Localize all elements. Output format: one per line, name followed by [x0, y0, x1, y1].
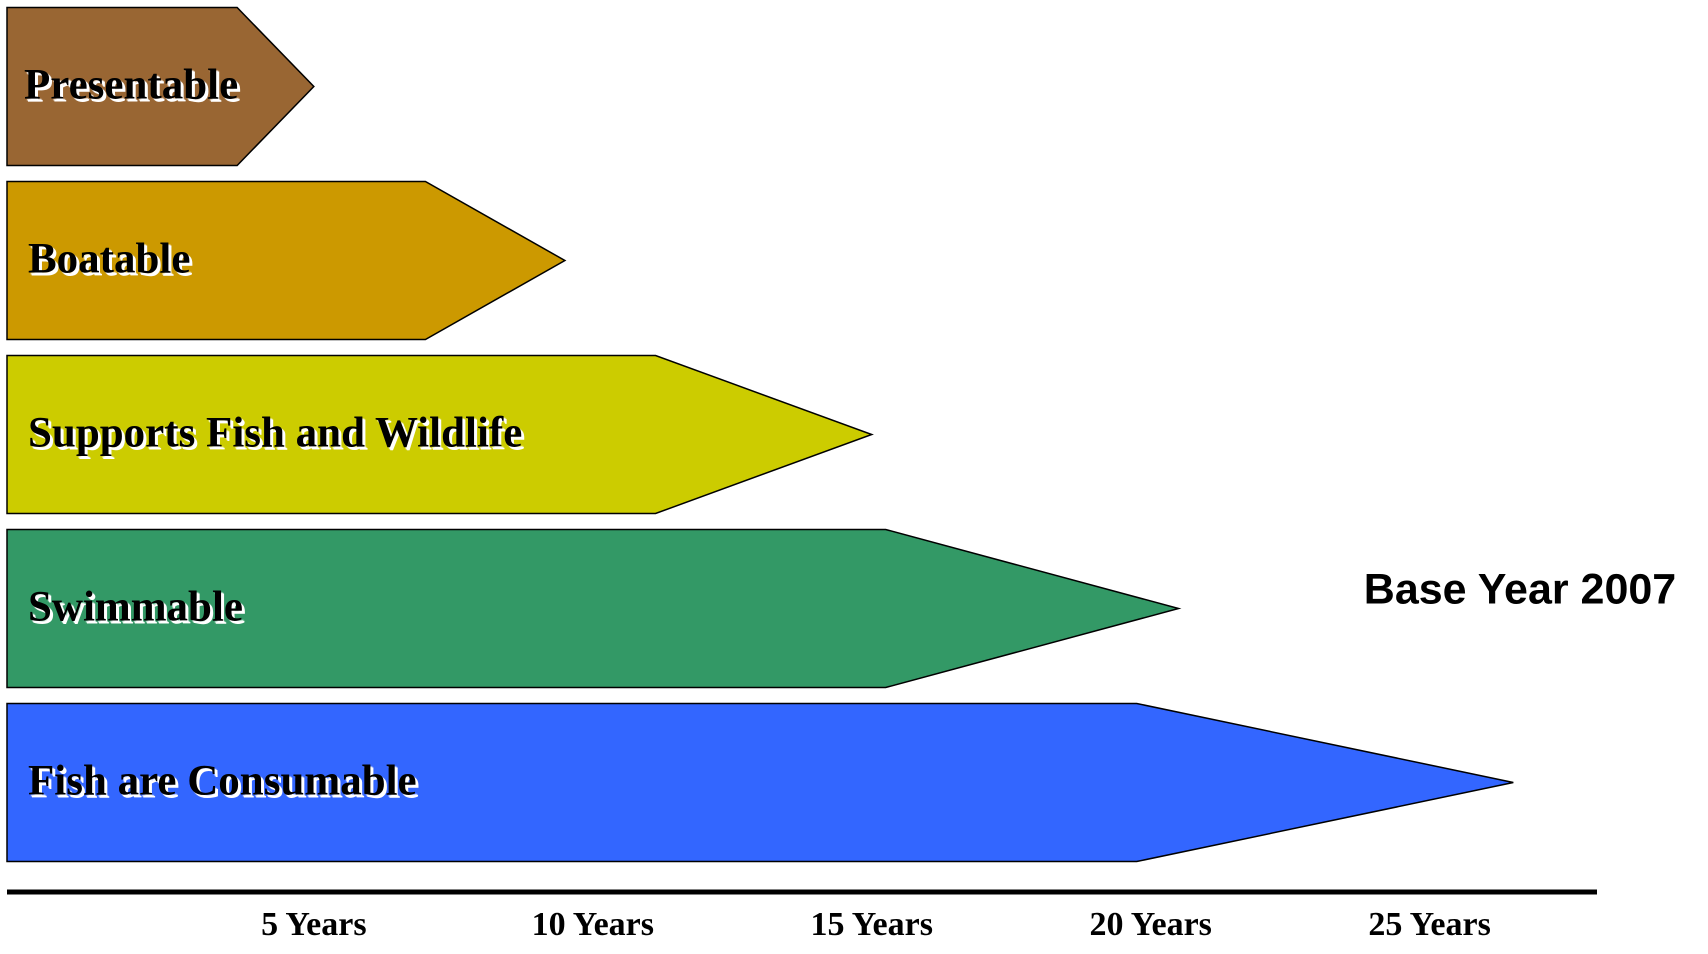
arrow-bar	[6, 528, 1182, 689]
arrow-bar	[6, 702, 1514, 863]
arrow-bar	[6, 354, 874, 515]
annotation: Base Year 2007	[1364, 565, 1676, 613]
category-label: Presentable	[24, 61, 238, 108]
x-tick-label: 20 Years	[1089, 906, 1211, 943]
category-label: Boatable	[28, 235, 190, 282]
x-tick-label: 15 Years	[811, 906, 933, 943]
arrow-bar	[6, 180, 567, 341]
x-tick-label: 10 Years	[532, 906, 654, 943]
category-label: Fish are Consumable	[28, 757, 417, 804]
x-tick-label: 25 Years	[1368, 906, 1490, 943]
category-label: Supports Fish and Wildlife	[28, 409, 522, 456]
category-label: Swimmable	[28, 583, 243, 630]
x-tick-label: 5 Years	[261, 906, 366, 943]
arrow-bar	[6, 6, 315, 167]
